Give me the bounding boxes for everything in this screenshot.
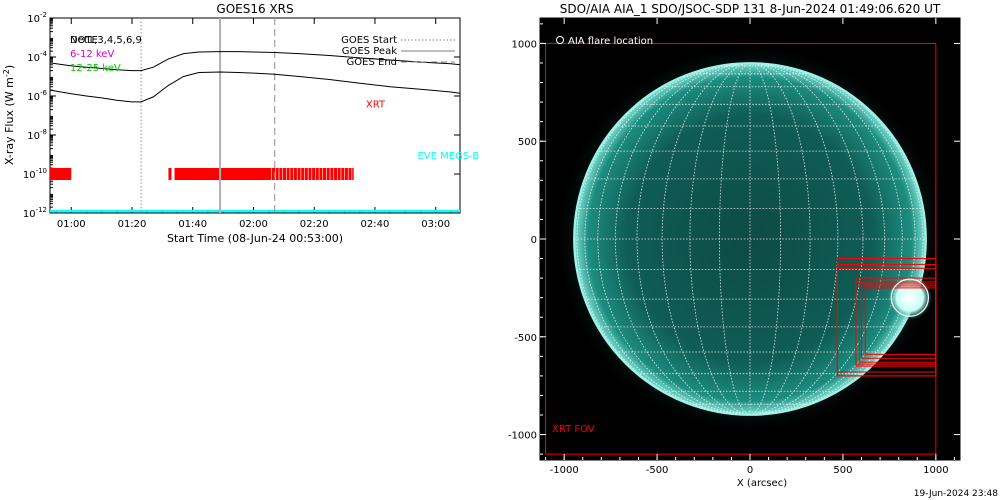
lc-plot-frame xyxy=(49,17,461,214)
longitude-line xyxy=(749,62,811,416)
solar-limb xyxy=(573,62,927,416)
legend-left-entry: 12-25 keV xyxy=(70,63,121,74)
xrt-fov-boxes xyxy=(545,42,937,455)
eve-coverage-bar xyxy=(50,209,460,213)
img-xlabel: X (arcsec) xyxy=(737,478,787,489)
y-tick-label: 10-10 xyxy=(23,167,47,181)
legend-right-label: GOES Start xyxy=(341,35,397,46)
img-y-tick-label: 0 xyxy=(531,235,537,246)
longitude-line xyxy=(749,62,886,416)
y-tick-label: 10-2 xyxy=(27,11,47,25)
img-title: SDO/AIA AIA_1 SDO/JSOC-SDP 131 8-Jun-202… xyxy=(560,2,941,16)
legend-left-entry: 6-12 keV xyxy=(70,49,114,60)
y-tick-label: 10-12 xyxy=(23,206,47,220)
lc-series-group xyxy=(50,51,460,103)
flare-brightening xyxy=(887,275,933,320)
legend-left-entry: Det1,3,4,5,6,9 xyxy=(70,35,142,46)
lc-ylabel: X-ray Flux (W m-2) xyxy=(2,65,16,165)
lc-annotation: EVE MEGS-B xyxy=(417,151,479,162)
x-tick-label: 02:40 xyxy=(361,219,390,230)
y-tick-label: 10-4 xyxy=(27,50,47,64)
goes-lightcurve-panel: GOES16 XRS 01:00 01:20 01:40 02:00 02:20 02:4… xyxy=(2,2,479,245)
goes-short-channel-line xyxy=(50,71,460,103)
xrt-coverage-bar xyxy=(168,168,172,180)
xrt-coverage-bar xyxy=(50,168,72,180)
legend-right-label: GOES Peak xyxy=(342,46,397,57)
xrt-coverage-bar xyxy=(174,168,354,180)
y-tick-label: 10-6 xyxy=(27,89,47,103)
longitude-line xyxy=(584,62,751,416)
longitude-line xyxy=(749,62,839,416)
legend-circle-icon xyxy=(556,36,564,44)
x-tick-label: 01:20 xyxy=(118,219,147,230)
lc-annotation: XRT xyxy=(366,100,386,111)
longitude-line xyxy=(749,62,781,416)
x-tick-label: 01:40 xyxy=(178,219,207,230)
img-x-tick-label: 0 xyxy=(747,465,753,476)
img-axes: -1000 -500 0 500 1000 1000 500 0 -500 -1000 xyxy=(508,18,960,476)
img-y-tick-label: 500 xyxy=(518,137,537,148)
xrt-fov-label: XRT FOV xyxy=(552,424,595,435)
lc-coverage-bars xyxy=(50,168,460,213)
aia-flare-location-circle xyxy=(890,278,930,317)
lc-event-lines xyxy=(140,18,276,213)
x-tick-label: 02:20 xyxy=(300,219,329,230)
lc-title: GOES16 XRS xyxy=(216,2,293,16)
img-y-tick-label: -500 xyxy=(514,333,537,344)
xrt-fov-box xyxy=(545,42,937,455)
longitude-line xyxy=(749,62,903,416)
img-y-tick-label: 1000 xyxy=(512,39,537,50)
img-x-tick-label: 500 xyxy=(833,465,852,476)
x-tick-label: 02:00 xyxy=(239,219,268,230)
x-tick-label: 01:00 xyxy=(57,219,86,230)
longitude-line xyxy=(614,62,751,416)
longitude-line xyxy=(689,62,751,416)
longitude-line xyxy=(597,62,751,416)
img-x-tick-label: -500 xyxy=(646,465,669,476)
img-y-tick-label: -1000 xyxy=(508,431,537,442)
legend-right-label: GOES End xyxy=(347,57,397,68)
longitude-line xyxy=(661,62,751,416)
footer-timestamp: 19-Jun-2024 23:48 xyxy=(914,489,998,499)
goes-long-channel-line xyxy=(50,51,460,72)
aia-image-panel: SDO/AIA AIA_1 SDO/JSOC-SDP 131 8-Jun-202… xyxy=(508,2,961,489)
x-tick-label: 03:00 xyxy=(421,219,450,230)
y-tick-label: 10-8 xyxy=(27,128,47,142)
img-x-tick-label: 1000 xyxy=(923,465,948,476)
img-legend: AIA flare location xyxy=(568,36,653,47)
longitude-line xyxy=(719,62,751,416)
longitude-line xyxy=(749,62,916,416)
lc-annotations: XRT EVE MEGS-B xyxy=(366,100,480,162)
lc-xlabel: Start Time (08-Jun-24 00:53:00) xyxy=(167,232,343,245)
legend-left-overlay: NOTE xyxy=(70,35,98,46)
img-x-tick-label: -1000 xyxy=(550,465,579,476)
xrt-fov-box xyxy=(836,267,937,377)
